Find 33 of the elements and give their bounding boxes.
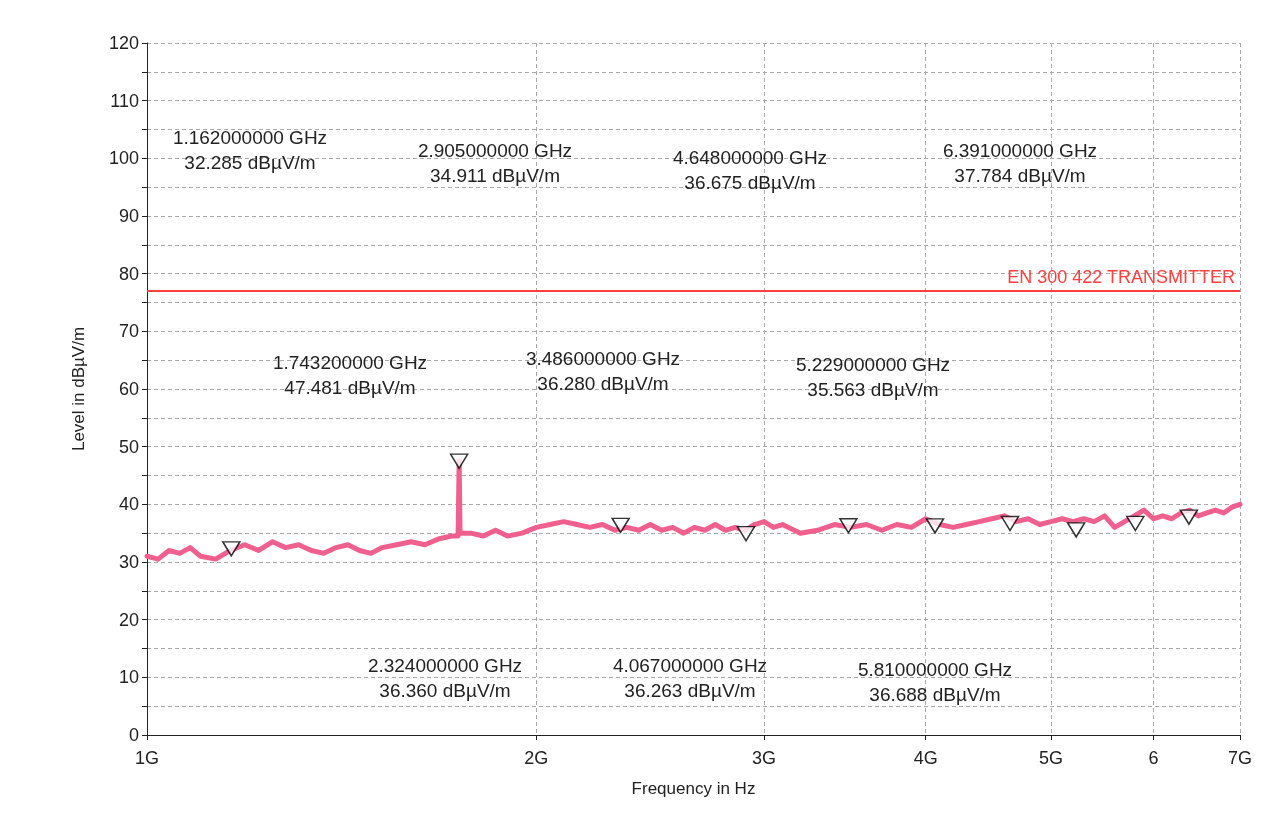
annotation: 5.229000000 GHz 35.563 dBµV/m: [795, 354, 951, 400]
y-tick-label: 90: [118, 206, 139, 226]
annotation: 5.810000000 GHz 36.688 dBµV/m: [857, 659, 1013, 705]
y-tick-label: 0: [128, 725, 139, 745]
x-axis-title: Frequency in Hz: [631, 779, 756, 798]
y-tick-label: 100: [108, 148, 139, 169]
annotation: 3.486000000 GHz 36.280 dBµV/m: [525, 348, 681, 394]
annotation: 6.391000000 GHz 37.784 dBµV/m: [942, 140, 1098, 186]
annotation: 1.162000000 GHz 32.285 dBµV/m: [172, 127, 328, 173]
x-tick-label: 7G: [1227, 748, 1253, 768]
x-tick-label: 5G: [1039, 748, 1064, 768]
y-tick-label: 80: [118, 263, 139, 284]
y-tick-label: 10: [118, 667, 139, 688]
y-axis-title: Level in dBµV/m: [69, 326, 88, 452]
x-tick-label: 3G: [752, 748, 777, 768]
annotation: 4.067000000 GHz 36.263 dBµV/m: [612, 655, 768, 701]
x-tick-label: 4G: [913, 748, 938, 768]
y-tick-label: 50: [118, 436, 139, 457]
y-tick-label: 30: [118, 552, 139, 572]
y-tick-label: 70: [118, 321, 139, 342]
annotation: 2.324000000 GHz 36.360 dBµV/m: [367, 655, 523, 701]
annotation: 4.648000000 GHz 36.675 dBµV/m: [672, 147, 828, 193]
annotation: 1.743200000 GHz 47.481 dBµV/m: [272, 352, 428, 398]
y-tick-label: 60: [118, 379, 139, 399]
x-tick-label: 6: [1148, 748, 1159, 768]
x-tick-label: 1G: [134, 748, 160, 768]
y-tick-label: 110: [110, 90, 139, 111]
y-tick-label: 20: [118, 609, 139, 630]
annotation: 2.905000000 GHz 34.911 dBµV/m: [417, 140, 573, 186]
ref-line-label: EN 300 422 TRANSMITTER: [1007, 266, 1235, 287]
x-tick-label: 2G: [524, 748, 549, 768]
y-tick-label: 120: [108, 33, 139, 53]
y-tick-label: 40: [118, 494, 139, 515]
